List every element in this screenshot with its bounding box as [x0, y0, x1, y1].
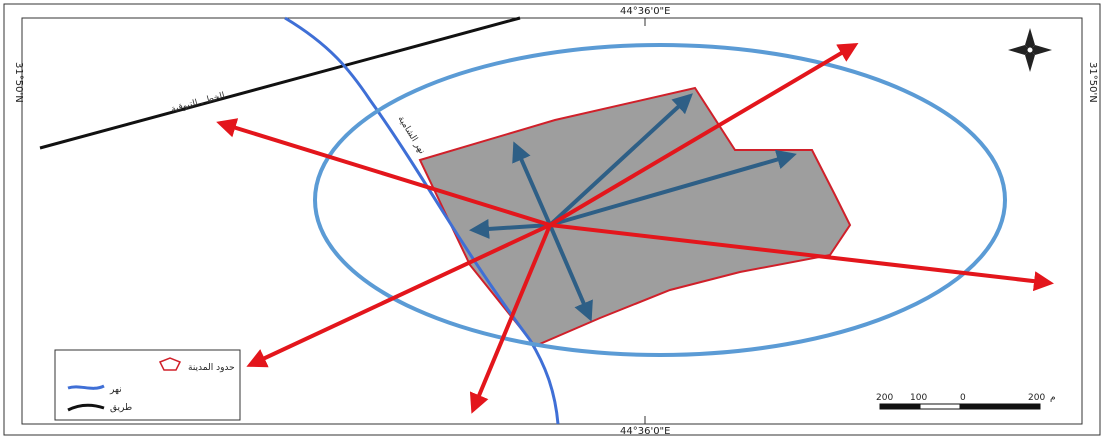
scale-unit: م [1050, 393, 1056, 403]
legend-city-symbol [158, 357, 182, 371]
scale-tick-3: 200 [1028, 393, 1045, 403]
scale-tick-1: 100 [910, 393, 927, 403]
internal-arrows [469, 93, 797, 322]
legend-road-symbol [67, 403, 105, 412]
growth-ellipse [313, 43, 1007, 357]
expansion-arrow-south [469, 224, 552, 414]
legend-city-label: حدود المدينة [188, 363, 235, 373]
scale-tick-2: 0 [960, 393, 966, 403]
internal-arrow-east [549, 149, 797, 227]
legend-river-symbol [67, 384, 105, 390]
left-latitude-label: 31°50'N [13, 62, 24, 103]
north-arrow-icon [1008, 28, 1052, 72]
internal-arrow-northeast [548, 93, 693, 227]
river-line [284, 16, 560, 425]
scale-seg-2 [919, 403, 961, 410]
scale-seg-3 [959, 403, 1041, 410]
road-line [39, 16, 521, 150]
internal-arrow-north [512, 141, 552, 226]
internal-arrow-west [469, 218, 551, 239]
top-longitude-label: 44°36'0"E [620, 6, 670, 17]
legend: حدود المدينة نهر طريق [54, 349, 241, 421]
expansion-arrow-northeast [548, 42, 859, 227]
scale-tick-0: 200 [876, 393, 893, 403]
legend-box [54, 349, 241, 421]
expansion-arrow-southwest [246, 223, 551, 368]
scale-seg-1 [879, 403, 921, 410]
expansion-arrow-east [549, 223, 1054, 292]
expansion-arrow-northwest [216, 118, 551, 227]
internal-arrow-south [548, 224, 593, 322]
scale-bar: 200 100 0 200 م [876, 393, 1056, 410]
expansion-arrows [216, 42, 1054, 414]
legend-river-label: نهر [109, 385, 122, 395]
bottom-longitude-label: 44°36'0"E [620, 426, 670, 437]
legend-road-label: طريق [110, 403, 132, 413]
right-latitude-label: 31°50'N [1087, 62, 1098, 103]
